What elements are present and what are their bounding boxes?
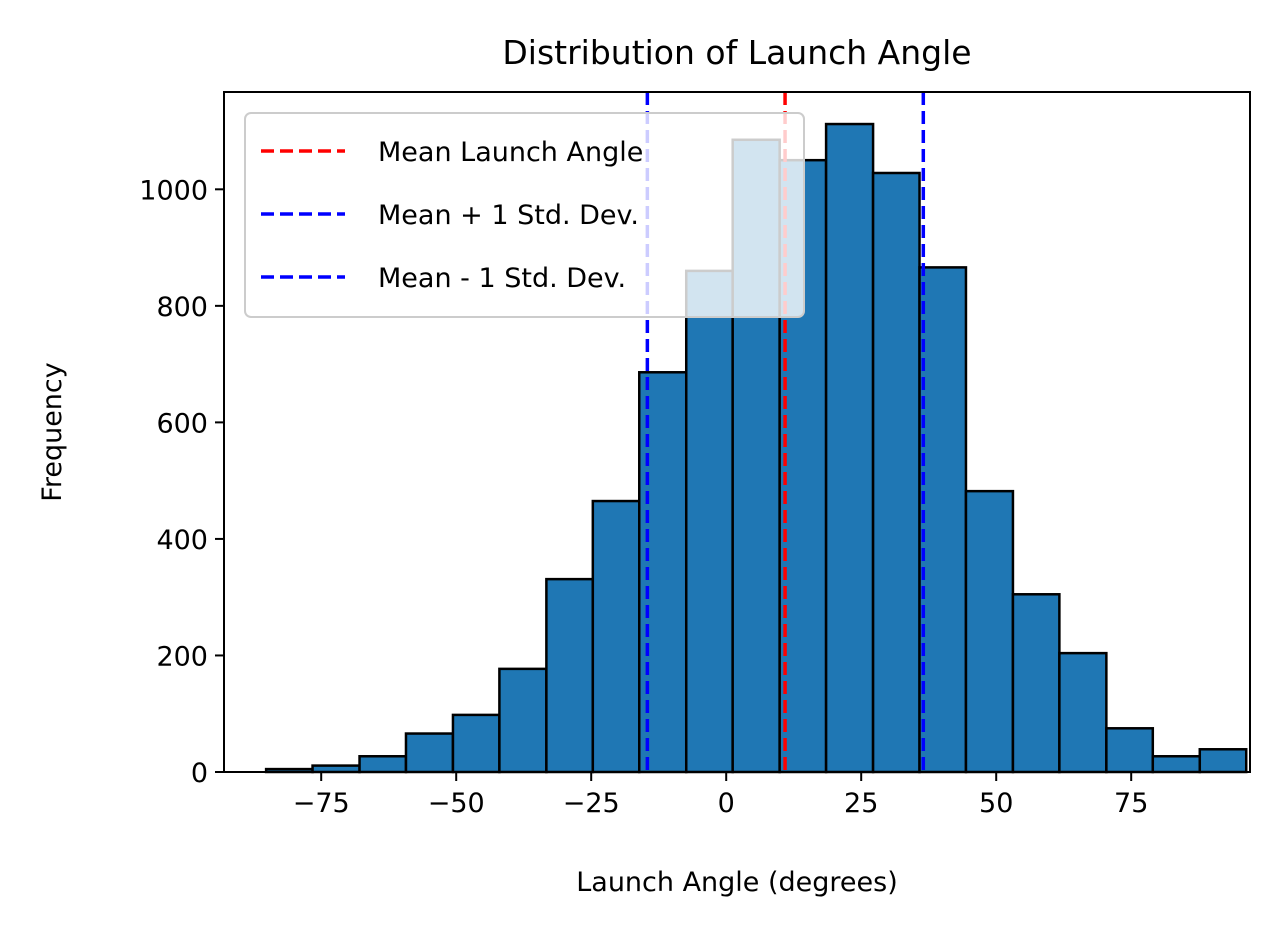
chart-title: Distribution of Launch Angle bbox=[502, 33, 971, 72]
x-tick-label: 25 bbox=[844, 788, 878, 819]
x-tick-label: 50 bbox=[979, 788, 1013, 819]
histogram-bar bbox=[1151, 755, 1202, 774]
histogram-bar bbox=[404, 732, 455, 774]
histogram-bar bbox=[1058, 651, 1108, 774]
y-tick-label: 200 bbox=[156, 641, 208, 672]
x-axis-label: Launch Angle (degrees) bbox=[576, 867, 898, 898]
axes-group: −75 −50 −25 0 25 50 75 0 200 400 600 800 1000 bbox=[139, 91, 1251, 819]
histogram-bar bbox=[824, 122, 875, 774]
x-tick-label: 0 bbox=[718, 788, 735, 819]
y-tick-label: 800 bbox=[156, 292, 208, 323]
histogram-bar bbox=[871, 171, 921, 774]
histogram-bar bbox=[684, 269, 734, 774]
histogram-bar bbox=[918, 266, 968, 774]
histogram-bar bbox=[1198, 748, 1248, 774]
histogram-bar bbox=[451, 713, 501, 774]
x-tick-label: −50 bbox=[428, 788, 485, 819]
legend-box bbox=[244, 112, 805, 318]
legend-label: Mean - 1 Std. Dev. bbox=[378, 263, 626, 294]
legend: Mean Launch Angle Mean + 1 Std. Dev. Mean … bbox=[244, 112, 805, 318]
histogram-bar bbox=[545, 577, 595, 774]
x-tick-label: −25 bbox=[563, 788, 620, 819]
histogram-bar bbox=[1105, 727, 1155, 774]
histogram-bar bbox=[1011, 593, 1061, 774]
legend-label: Mean Launch Angle bbox=[378, 137, 643, 168]
y-tick-label: 1000 bbox=[139, 175, 208, 206]
y-axis-label: Frequency bbox=[37, 362, 68, 502]
legend-label: Mean + 1 Std. Dev. bbox=[378, 200, 639, 231]
histogram-bar bbox=[358, 755, 408, 774]
histogram-bar bbox=[498, 667, 548, 774]
histogram-bar bbox=[964, 489, 1015, 774]
histogram-bar bbox=[591, 499, 641, 774]
plot-frame bbox=[223, 91, 1251, 773]
x-tick-label: −75 bbox=[293, 788, 350, 819]
y-tick-label: 600 bbox=[156, 408, 208, 439]
y-tick-label: 400 bbox=[156, 525, 208, 556]
x-tick-label: 75 bbox=[1114, 788, 1148, 819]
y-tick-label: 0 bbox=[191, 758, 208, 789]
